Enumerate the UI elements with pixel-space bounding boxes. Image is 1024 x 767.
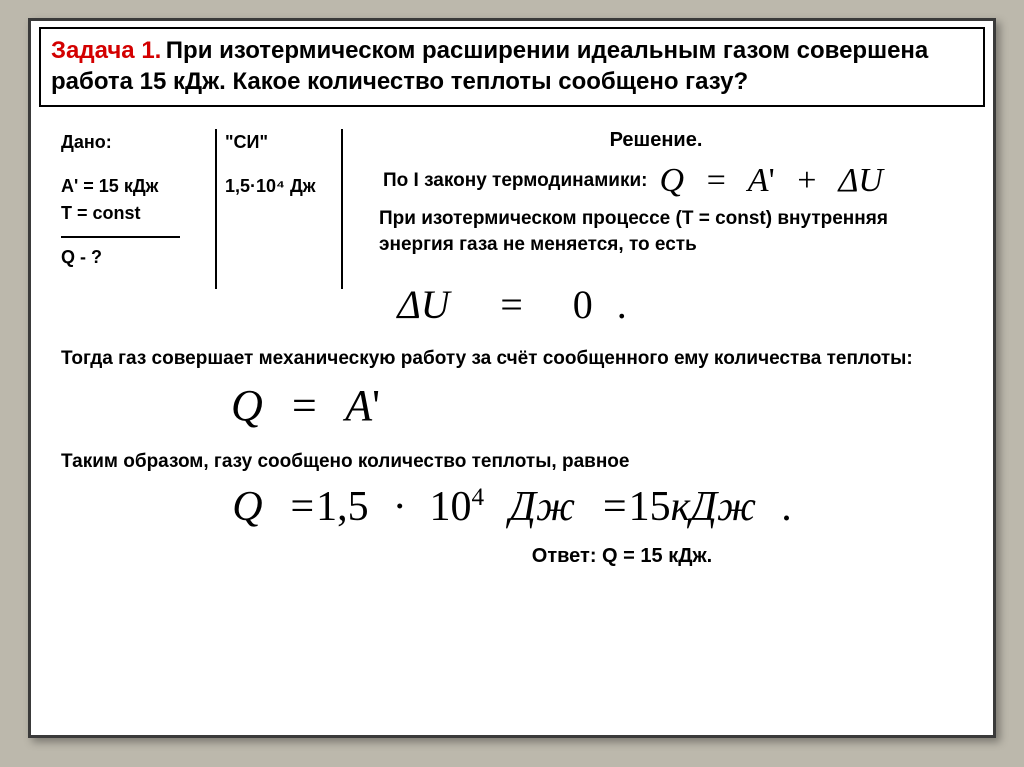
isothermal-text: При изотермическом процессе (T = const) … (379, 206, 963, 257)
si-label: "СИ" (225, 129, 335, 155)
content-area: Дано: A' = 15 кДж T = const Q - ? "СИ" 1… (31, 107, 993, 289)
given-column: Дано: A' = 15 кДж T = const Q - ? (61, 129, 209, 269)
law-text: По I закону термодинамики: (379, 170, 659, 192)
vertical-separator-2 (341, 129, 343, 289)
given-label: Дано: (61, 129, 201, 155)
answer-text: Ответ: Q = 15 кДж. (281, 545, 963, 568)
then-text: Тогда газ совершает механическую работу … (61, 346, 963, 372)
du-formula: ΔU=0. (61, 281, 963, 328)
task-header-box: Задача 1. При изотермическом расширении … (39, 27, 985, 107)
law-line: По I закону термодинамики: Q=A'+ΔU (379, 162, 963, 200)
slide-card: Задача 1. При изотермическом расширении … (28, 18, 996, 738)
solution-title: Решение. (349, 129, 963, 152)
given-line-1: A' = 15 кДж (61, 173, 201, 199)
task-text: При изотермическом расширении идеальным … (51, 37, 928, 95)
given-divider (61, 236, 180, 238)
final-formula: Q=1,5·104Дж=15кДж. (61, 483, 963, 531)
solution-body: ΔU=0. Тогда газ совершает механическую р… (31, 281, 993, 567)
si-column: "СИ" 1,5·10⁴ Дж (223, 129, 335, 199)
task-number: Задача 1. (51, 37, 161, 64)
given-line-2: T = const (61, 200, 201, 226)
columns: Дано: A' = 15 кДж T = const Q - ? "СИ" 1… (61, 129, 963, 289)
si-line-1: 1,5·10⁴ Дж (225, 173, 335, 199)
qa-formula: Q=A' (61, 380, 963, 431)
thus-text: Таким образом, газу сообщено количество … (61, 449, 963, 475)
solution-column: Решение. По I закону термодинамики: Q=A'… (349, 129, 963, 265)
law-formula: Q=A'+ΔU (659, 162, 882, 200)
find-label: Q - ? (61, 244, 201, 270)
vertical-separator-1 (215, 129, 217, 289)
